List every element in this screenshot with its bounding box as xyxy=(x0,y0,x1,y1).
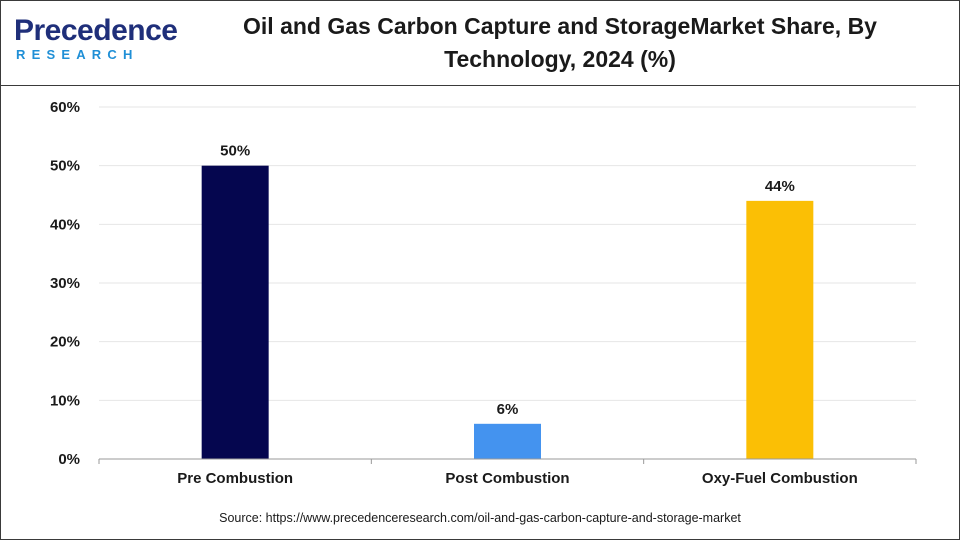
logo-wordmark: Precedence xyxy=(14,14,178,47)
y-tick-label: 50% xyxy=(50,158,80,175)
x-tick-label: Oxy-Fuel Combustion xyxy=(702,470,858,487)
brand-logo: Precedence RESEARCH xyxy=(14,14,178,70)
x-tick-label: Pre Combustion xyxy=(177,470,293,487)
y-tick-label: 10% xyxy=(50,392,80,409)
y-axis-ticks: 0% 10% 20% 30% 40% 50% 60% xyxy=(50,99,80,468)
chart-title: Oil and Gas Carbon Capture and StorageMa… xyxy=(243,13,877,72)
bar xyxy=(474,423,541,459)
y-tick-label: 40% xyxy=(50,216,80,233)
bar xyxy=(746,200,814,459)
y-tick-label: 0% xyxy=(58,451,80,468)
y-tick-label: 30% xyxy=(50,275,80,292)
bar-data-label: 6% xyxy=(497,401,519,418)
bar-chart: 0% 10% 20% 30% 40% 50% 60% 50% 6% 44% Pre Combus… xyxy=(50,99,917,487)
y-tick-label: 20% xyxy=(50,334,80,351)
chart-header: Precedence RESEARCH Oil and Gas Carbon C… xyxy=(0,0,960,86)
bar-data-label: 50% xyxy=(220,143,250,160)
source-note: Source: https://www.precedenceresearch.c… xyxy=(219,511,741,525)
bar-data-label: 44% xyxy=(765,178,795,195)
x-tick-label: Post Combustion xyxy=(445,470,569,487)
y-tick-label: 60% xyxy=(50,99,80,116)
x-axis: Pre Combustion Post Combustion Oxy-Fuel Co… xyxy=(98,458,917,487)
bars: 50% 6% 44% xyxy=(201,143,814,459)
logo-subtitle: RESEARCH xyxy=(16,47,139,62)
bar xyxy=(201,165,269,459)
